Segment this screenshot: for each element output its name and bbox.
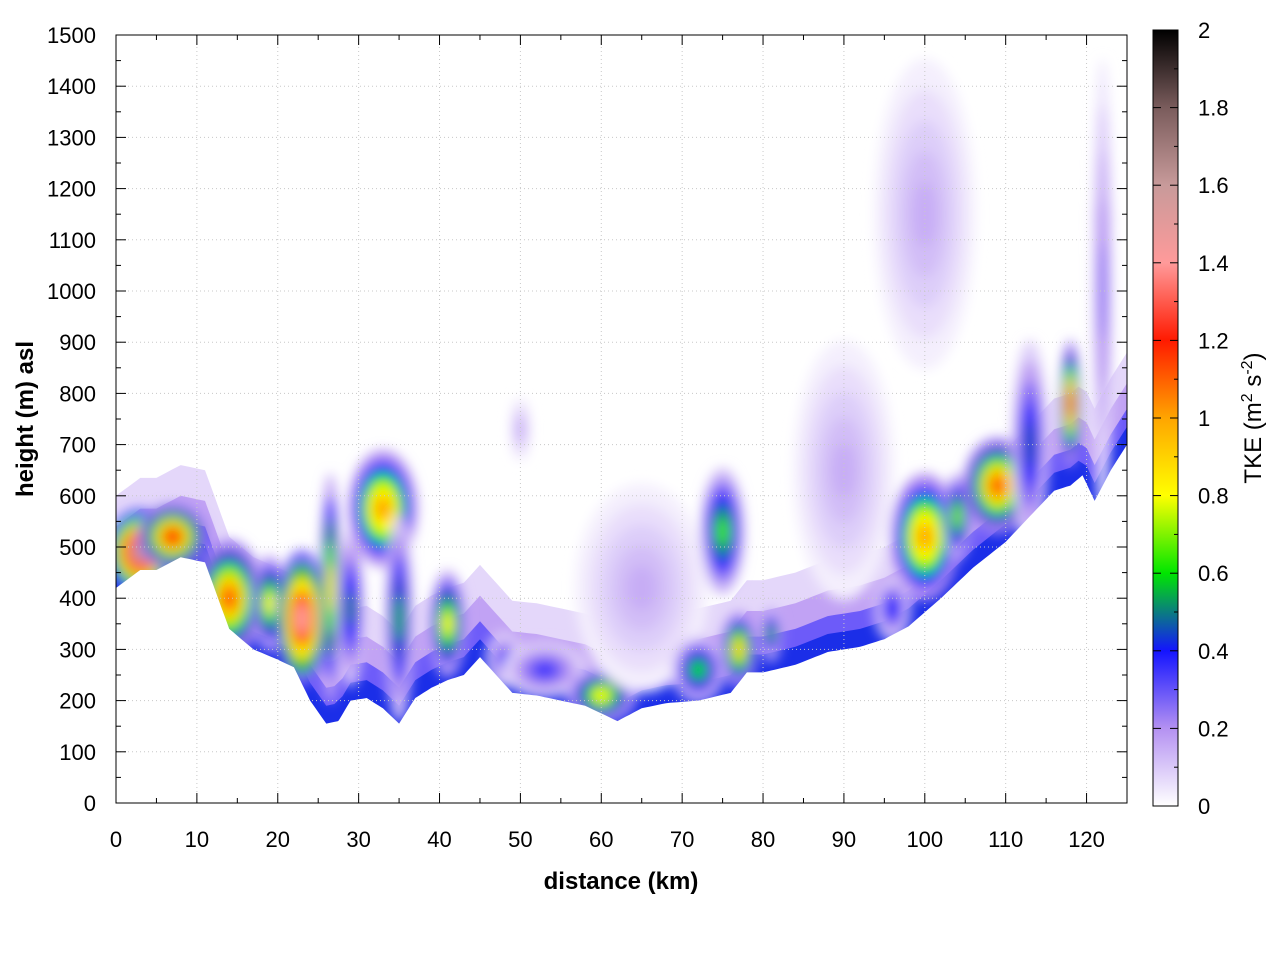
turbulence-cell-15-level-4 <box>691 661 706 679</box>
turbulence-cell-6-level-4 <box>346 591 355 626</box>
x-tick-label: 120 <box>1068 827 1105 852</box>
turbulence-cell-28-level-4 <box>1099 242 1107 340</box>
x-axis-title: distance (km) <box>544 868 699 895</box>
colorbar-tick-label: 1.6 <box>1198 173 1229 198</box>
turbulence-cell-17-level-4 <box>733 640 744 659</box>
colorbar-tick-label: 0.6 <box>1198 561 1229 586</box>
y-tick-label: 100 <box>59 740 96 765</box>
turbulence-cell-4-level-4 <box>295 603 309 634</box>
turbulence-cell-18-level-4 <box>767 626 775 642</box>
y-axis: 0 100 200 300 400 500 600 700 800 900 1000 1100 1200… <box>47 23 1127 816</box>
y-tick-label: 1200 <box>47 177 96 202</box>
turbulence-cell-22-level-4 <box>913 181 937 247</box>
x-axis: 0 10 20 30 40 50 60 70 80 90 100 110 120 <box>110 35 1105 852</box>
colorbar-title: TKE (m2 s-2) <box>1239 352 1267 483</box>
y-tick-label: 1300 <box>47 125 96 150</box>
turbulence-cell-19-level-4 <box>832 442 856 498</box>
colorbar-tick-label: 2 <box>1198 18 1210 43</box>
colorbar-title-sup2: -2 <box>1239 360 1256 374</box>
colorbar-tick-label: 1 <box>1198 406 1210 431</box>
turbulence-cell-3-level-4 <box>264 592 275 615</box>
y-tick-label: 0 <box>84 791 96 816</box>
turbulence-band <box>116 352 1127 727</box>
y-tick-label: 1100 <box>49 228 96 253</box>
colorbar-tick-label: 0.8 <box>1198 484 1229 509</box>
colorbar-tick-label: 1.8 <box>1198 96 1229 121</box>
colorbar-tick-label: 0.4 <box>1198 639 1229 664</box>
x-tick-label: 90 <box>832 827 856 852</box>
turbulence-cell-26-level-4 <box>1066 389 1074 418</box>
turbulence-cell-23-level-4 <box>952 506 962 527</box>
tke-field <box>116 58 1127 803</box>
x-tick-label: 110 <box>988 827 1023 852</box>
x-tick-label: 70 <box>670 827 694 852</box>
turbulence-cell-7-level-4 <box>374 495 392 522</box>
y-tick-label: 700 <box>59 433 96 458</box>
y-tick-label: 300 <box>59 637 96 662</box>
x-tick-label: 20 <box>266 827 290 852</box>
colorbar-title-part1: TKE (m <box>1240 402 1267 483</box>
turbulence-cell-16-level-4 <box>716 517 729 546</box>
turbulence-cell-2-level-4 <box>220 584 238 612</box>
turbulence-cell-11-level-4 <box>516 421 525 438</box>
turbulence-cell-1-level-4 <box>164 528 182 545</box>
x-tick-label: 40 <box>427 827 451 852</box>
colorbar-tick-label: 1.2 <box>1198 328 1229 353</box>
x-tick-label: 30 <box>346 827 370 852</box>
terrain-mask <box>116 444 1127 803</box>
y-tick-label: 400 <box>59 586 96 611</box>
turbulence-cell-5-level-4 <box>326 563 334 613</box>
y-tick-label: 1400 <box>47 74 96 99</box>
x-tick-label: 50 <box>508 827 532 852</box>
turbulence-cell-9-level-4 <box>442 611 453 636</box>
colorbar-title-part2: s <box>1240 375 1267 394</box>
turbulence-cell-14-level-4 <box>626 565 657 611</box>
colorbar-title-sup1: 2 <box>1239 393 1256 402</box>
y-tick-label: 1500 <box>47 23 96 48</box>
turbulence-cell-24-level-4 <box>989 474 1007 497</box>
y-tick-label: 600 <box>59 484 96 509</box>
y-tick-label: 800 <box>59 381 96 406</box>
x-tick-label: 100 <box>906 827 943 852</box>
x-tick-label: 0 <box>110 827 122 852</box>
colorbar-title-part3: ) <box>1240 352 1267 360</box>
turbulence-cell-12-level-4 <box>534 662 555 678</box>
turbulence-cell-21-level-4 <box>916 522 934 552</box>
turbulence-cell-25-level-4 <box>1024 422 1036 468</box>
colorbar-tick-label: 1.4 <box>1198 251 1229 276</box>
x-tick-label: 60 <box>589 827 613 852</box>
colorbar-tick-label: 0.2 <box>1198 716 1229 741</box>
x-tick-label: 80 <box>751 827 775 852</box>
y-tick-label: 200 <box>59 689 96 714</box>
y-tick-label: 500 <box>59 535 96 560</box>
x-tick-label: 10 <box>185 827 209 852</box>
y-axis-title: height (m) asl <box>12 341 39 497</box>
y-tick-label: 1000 <box>47 279 96 304</box>
turbulence-cell-20-level-4 <box>887 600 898 617</box>
turbulence-cell-8-level-4 <box>394 596 404 642</box>
colorbar-axis: 0 0.2 0.4 0.6 0.8 1 1.2 1.4 1.6 1.8 2 <box>1153 18 1229 819</box>
grid <box>116 35 1127 803</box>
y-tick-label: 900 <box>59 330 96 355</box>
colorbar-tick-label: 0 <box>1198 794 1210 819</box>
turbulence-cells <box>116 58 1113 724</box>
